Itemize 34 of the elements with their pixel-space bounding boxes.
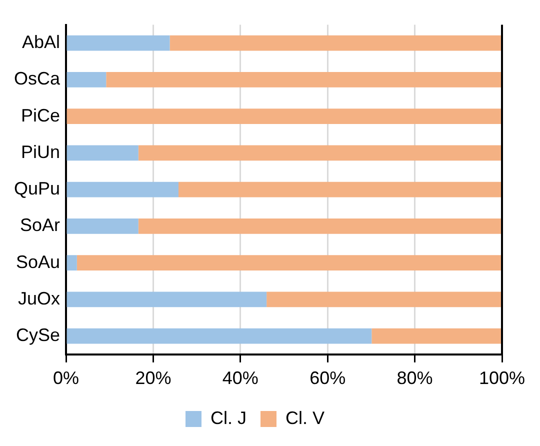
x-tick-label: 0% bbox=[53, 368, 80, 388]
bar bbox=[66, 255, 77, 271]
bar bbox=[106, 72, 502, 88]
legend-label: Cl. J bbox=[210, 408, 246, 428]
bar bbox=[66, 218, 138, 234]
y-tick-label: PiUn bbox=[21, 142, 60, 162]
bar bbox=[66, 292, 267, 308]
bar bbox=[138, 218, 502, 234]
bar bbox=[66, 35, 170, 51]
y-tick-label: SoAr bbox=[20, 215, 60, 236]
legend-label: Cl. V bbox=[285, 408, 325, 428]
bar bbox=[138, 145, 502, 161]
y-tick-label: OsCa bbox=[14, 68, 62, 89]
x-tick-label: 20% bbox=[135, 368, 172, 388]
bar bbox=[66, 72, 106, 88]
y-tick-label: CySe bbox=[16, 325, 60, 346]
bar bbox=[66, 182, 179, 198]
y-tick-label: PiCe bbox=[21, 105, 60, 126]
bar bbox=[170, 35, 502, 51]
bar bbox=[76, 255, 502, 271]
y-tick-label: JuOx bbox=[18, 288, 60, 308]
x-tick-label: 80% bbox=[396, 368, 433, 388]
bar bbox=[66, 145, 138, 161]
x-tick-label: 40% bbox=[222, 368, 258, 388]
bar bbox=[372, 328, 502, 344]
bar bbox=[66, 328, 372, 344]
x-tick-label: 100% bbox=[478, 368, 526, 388]
x-tick-label: 60% bbox=[310, 368, 346, 388]
y-tick-label: QuPu bbox=[14, 178, 60, 199]
bar bbox=[66, 108, 502, 124]
y-tick-label: SoAu bbox=[16, 252, 60, 272]
y-tick-label: AbAl bbox=[22, 32, 60, 52]
bar bbox=[178, 182, 502, 198]
bar bbox=[266, 292, 502, 308]
